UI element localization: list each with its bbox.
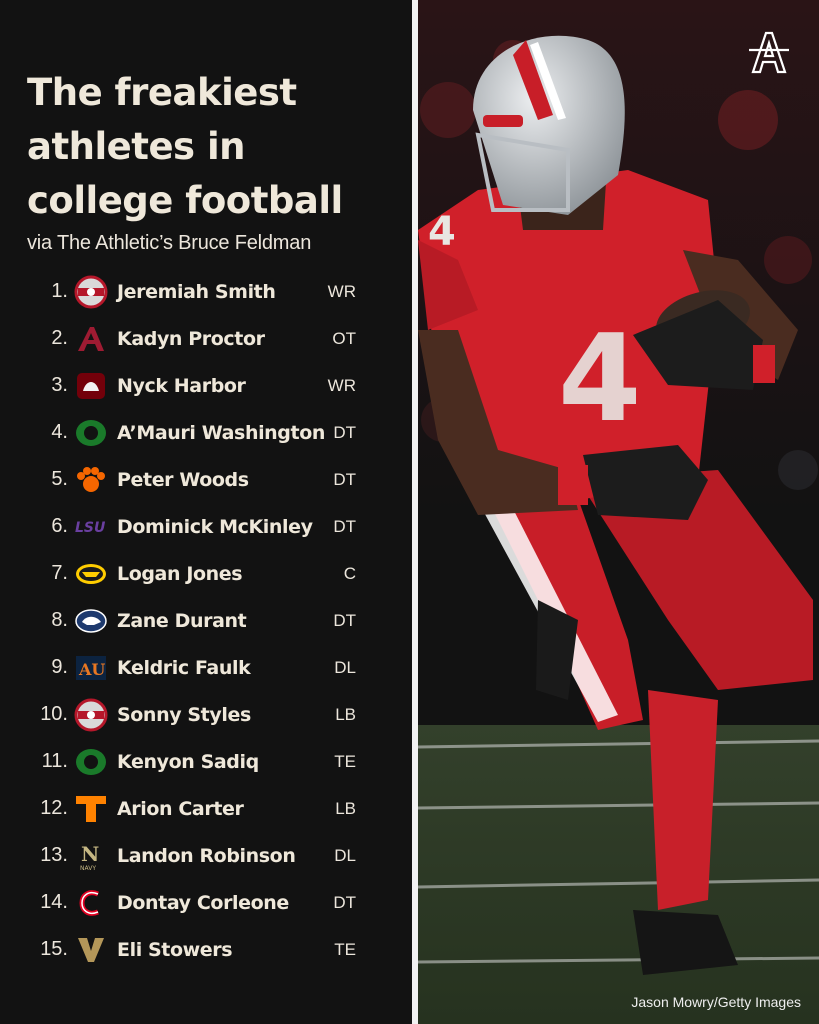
player-name: Arion Carter bbox=[117, 797, 244, 820]
player-rank: 10. bbox=[40, 703, 68, 725]
jersey-number: 4 bbox=[558, 310, 642, 449]
alabama-logo-icon bbox=[74, 324, 108, 354]
oregon-logo-icon bbox=[74, 747, 108, 777]
player-name: Dontay Corleone bbox=[117, 891, 289, 914]
player-rank: 3. bbox=[51, 374, 68, 396]
svg-text:N: N bbox=[81, 842, 99, 866]
the-athletic-logo-icon bbox=[749, 30, 789, 79]
player-list: 1. Jeremiah Smith WR 2. Kadyn Proctor OT 3. Nyc… bbox=[24, 268, 364, 973]
player-name: Kadyn Proctor bbox=[117, 327, 265, 350]
svg-text:4: 4 bbox=[428, 209, 456, 255]
player-rank: 12. bbox=[40, 797, 68, 819]
lsu-logo-icon: LSU bbox=[74, 512, 108, 542]
tennessee-logo-icon bbox=[74, 794, 108, 824]
player-row: 10. Sonny Styles LB bbox=[24, 691, 364, 738]
ohio-state-logo-icon bbox=[74, 698, 108, 731]
player-name: Dominick McKinley bbox=[117, 515, 313, 538]
player-rank: 7. bbox=[51, 562, 68, 584]
player-name: Peter Woods bbox=[117, 468, 249, 491]
player-position: DT bbox=[333, 422, 356, 442]
player-rank: 14. bbox=[40, 891, 68, 913]
player-name: Nyck Harbor bbox=[117, 374, 246, 397]
player-row: 7. Logan Jones C bbox=[24, 550, 364, 597]
vanderbilt-logo-icon bbox=[74, 935, 108, 965]
player-row: 14. Dontay Corleone DT bbox=[24, 879, 364, 926]
oregon-logo-icon bbox=[74, 418, 108, 448]
photo-illustration: 4 4 bbox=[418, 0, 819, 1024]
ohio-state-logo-icon bbox=[74, 275, 108, 308]
page-title: The freakiest athletes in college footba… bbox=[27, 71, 343, 222]
navy-logo-icon: N NAVY bbox=[74, 841, 108, 872]
player-position: DL bbox=[334, 657, 356, 677]
player-row: 8. Zane Durant DT bbox=[24, 597, 364, 644]
player-rank: 11. bbox=[41, 750, 68, 772]
player-rank: 2. bbox=[51, 327, 68, 349]
subtitle: via The Athletic’s Bruce Feldman bbox=[27, 232, 312, 254]
player-position: DT bbox=[333, 892, 356, 912]
player-rank: 6. bbox=[51, 515, 68, 537]
player-name: Zane Durant bbox=[117, 609, 247, 632]
penn-state-logo-icon bbox=[74, 606, 108, 636]
player-row: 12. Arion Carter LB bbox=[24, 785, 364, 832]
svg-text:LSU: LSU bbox=[75, 520, 106, 536]
clemson-logo-icon bbox=[74, 465, 108, 495]
player-name: A’Mauri Washington bbox=[117, 421, 325, 444]
ranking-panel: The freakiest athletes in college footba… bbox=[24, 71, 364, 973]
player-name: Logan Jones bbox=[117, 562, 243, 585]
player-rank: 4. bbox=[51, 421, 68, 443]
player-position: TE bbox=[334, 751, 356, 771]
player-position: WR bbox=[327, 281, 356, 301]
svg-text:AU: AU bbox=[78, 660, 105, 679]
player-row: 13. N NAVY Landon Robinson DL bbox=[24, 832, 364, 879]
player-row: 11. Kenyon Sadiq TE bbox=[24, 738, 364, 785]
player-position: DT bbox=[333, 516, 356, 536]
player-position: LB bbox=[335, 704, 356, 724]
player-row: 5. Peter Woods DT bbox=[24, 456, 364, 503]
player-name: Sonny Styles bbox=[117, 703, 251, 726]
photo-credit: Jason Mowry/Getty Images bbox=[631, 994, 801, 1010]
player-position: DL bbox=[334, 845, 356, 865]
iowa-logo-icon bbox=[74, 559, 108, 589]
player-name: Keldric Faulk bbox=[117, 656, 251, 679]
player-row: 15. Eli Stowers TE bbox=[24, 926, 364, 973]
player-name: Eli Stowers bbox=[117, 938, 233, 961]
player-rank: 9. bbox=[51, 656, 68, 678]
player-name: Kenyon Sadiq bbox=[117, 750, 259, 773]
player-position: LB bbox=[335, 798, 356, 818]
player-position: WR bbox=[327, 375, 356, 395]
player-row: 9. AU Keldric Faulk DL bbox=[24, 644, 364, 691]
south-carolina-logo-icon bbox=[74, 371, 108, 401]
player-rank: 1. bbox=[51, 280, 68, 302]
player-row: 3. Nyck Harbor WR bbox=[24, 362, 364, 409]
player-row: 1. Jeremiah Smith WR bbox=[24, 268, 364, 315]
player-photo: 4 4 Jason Mowry/Getty Images bbox=[418, 0, 819, 1024]
player-position: C bbox=[343, 563, 356, 583]
player-position: TE bbox=[334, 939, 356, 959]
player-rank: 8. bbox=[51, 609, 68, 631]
player-position: DT bbox=[333, 469, 356, 489]
player-row: 2. Kadyn Proctor OT bbox=[24, 315, 364, 362]
player-row: 4. A’Mauri Washington DT bbox=[24, 409, 364, 456]
player-name: Landon Robinson bbox=[117, 844, 296, 867]
player-rank: 13. bbox=[40, 844, 68, 866]
player-row: 6. LSU Dominick McKinley DT bbox=[24, 503, 364, 550]
player-position: DT bbox=[333, 610, 356, 630]
player-rank: 5. bbox=[51, 468, 68, 490]
cincinnati-logo-icon bbox=[74, 888, 108, 918]
player-position: OT bbox=[332, 328, 356, 348]
auburn-logo-icon: AU bbox=[74, 653, 108, 683]
svg-text:NAVY: NAVY bbox=[80, 865, 96, 872]
player-rank: 15. bbox=[40, 938, 68, 960]
panel-divider bbox=[412, 0, 418, 1024]
player-name: Jeremiah Smith bbox=[117, 280, 276, 303]
